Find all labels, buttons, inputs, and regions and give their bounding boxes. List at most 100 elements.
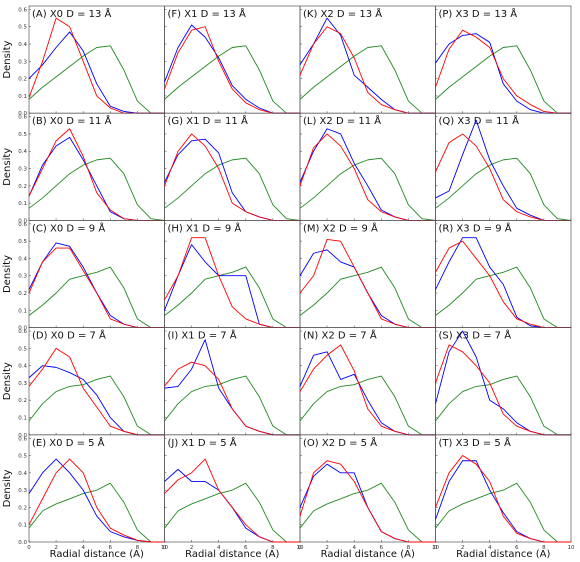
- series-line-red: [435, 133, 571, 221]
- y-tick-label: 0.5: [18, 346, 27, 352]
- series-line-blue: [28, 136, 165, 221]
- y-axis-label: Density: [2, 362, 13, 400]
- series-line-red: [164, 458, 300, 543]
- y-tick-label: 0.1: [18, 416, 27, 422]
- panel-title: (F) X1 D = 13 Å: [168, 7, 246, 20]
- x-tick-label: 2: [461, 545, 465, 551]
- y-tick-label: 0.3: [18, 488, 27, 494]
- panel-title: (T) X3 D = 5 Å: [439, 436, 511, 449]
- x-tick-label: 0: [27, 545, 31, 551]
- y-tick-label: 0.1: [18, 523, 27, 529]
- series-line-blue: [299, 249, 436, 329]
- panel: (G) X1 D = 11 Å: [164, 112, 301, 221]
- series-line-blue: [299, 128, 436, 221]
- panel-frame: [164, 327, 301, 436]
- panel: (R) X3 D = 9 Å: [435, 220, 572, 329]
- panel-title: (Q) X3 D = 11 Å: [439, 114, 520, 127]
- y-tick-label: 0.6: [18, 222, 27, 228]
- panel: (Q) X3 D = 11 Å: [435, 112, 572, 221]
- series-line-red: [28, 347, 165, 436]
- x-tick-label: 8: [136, 545, 140, 551]
- panel-frame: [299, 112, 436, 221]
- panel: 0.0 0.1 0.2 0.3 0.4 0.5 0.6 (D) X0 D = 7 Å: [18, 327, 165, 439]
- x-tick-label: 4: [488, 545, 492, 551]
- y-tick-label: 0.4: [18, 256, 27, 262]
- panel: (N) X2 D = 7 Å: [299, 327, 436, 436]
- panel-frame: [28, 112, 165, 221]
- y-tick-label: 0.0: [18, 326, 27, 332]
- panel-title: (S) X3 D = 7 Å: [439, 329, 512, 342]
- series-line-green: [299, 45, 436, 114]
- y-tick-label: 0.6: [18, 115, 27, 121]
- panel-frame: [299, 434, 436, 543]
- series-line-blue: [299, 351, 436, 436]
- panel-frame: [299, 220, 436, 328]
- x-tick-label: 0: [298, 545, 302, 551]
- panel: 0 2 4 6 8 10 (T) X3 D = 5 Å: [434, 434, 575, 551]
- series-line-red: [28, 458, 165, 543]
- panel: (S) X3 D = 7 Å: [435, 327, 572, 436]
- panel: (L) X2 D = 11 Å: [299, 112, 436, 221]
- y-tick-label: 0.3: [18, 59, 27, 65]
- panel-frame: [435, 327, 572, 436]
- series-line-blue: [299, 17, 436, 114]
- series-line-green: [164, 482, 300, 543]
- x-tick-label: 6: [244, 545, 248, 551]
- x-tick-label: 8: [271, 545, 275, 551]
- y-tick-label: 0.5: [18, 454, 27, 460]
- y-tick-label: 0.2: [18, 184, 27, 190]
- series-line-red: [28, 247, 165, 329]
- y-tick-label: 0.3: [18, 274, 27, 280]
- y-tick-label: 0.4: [18, 364, 27, 370]
- panel-frame: [299, 5, 436, 114]
- panel-frame: [28, 327, 165, 436]
- y-tick-label: 0.1: [18, 94, 27, 100]
- series-line-blue: [435, 460, 571, 543]
- x-axis-label: Radial distance (A): [185, 549, 279, 560]
- panel-title: (M) X2 D = 9 Å: [303, 221, 378, 234]
- panel-title: (R) X3 D = 9 Å: [439, 221, 512, 234]
- panels-layer: 0.0 0.1 0.2 0.3 0.4 0.5 0.6 (A) X0 D = 13 Å (F) …: [18, 5, 575, 551]
- series-line-green: [435, 266, 571, 329]
- panel-frame: [164, 434, 301, 543]
- x-tick-label: 8: [407, 545, 411, 551]
- y-tick-label: 0.0: [18, 433, 27, 439]
- panel-frame: [435, 5, 572, 114]
- panel: 0.0 0.1 0.2 0.3 0.4 0.5 0.6 0 2 4 6 8 10 (E) X0 D = 5…: [18, 434, 168, 551]
- panel-title: (D) X0 D = 7 Å: [32, 329, 106, 342]
- series-line-blue: [164, 138, 300, 221]
- panel-frame: [435, 434, 572, 543]
- series-line-red: [28, 128, 165, 221]
- panel-title: (K) X2 D = 13 Å: [303, 7, 382, 20]
- x-tick-label: 6: [380, 545, 384, 551]
- x-tick-label: 4: [217, 545, 221, 551]
- panel: (K) X2 D = 13 Å: [299, 5, 436, 114]
- y-tick-label: 0.4: [18, 471, 27, 477]
- x-tick-label: 0: [163, 545, 167, 551]
- panel-frame: [435, 112, 572, 221]
- series-line-blue: [164, 468, 300, 543]
- panel: 0 2 4 6 8 10 (O) X2 D = 5 Å: [298, 434, 439, 551]
- y-tick-label: 0.3: [18, 167, 27, 173]
- series-line-red: [164, 237, 300, 329]
- x-axis-label: Radial distance (A): [50, 549, 144, 560]
- panel-title: (A) X0 D = 13 Å: [32, 7, 112, 20]
- series-line-red: [164, 26, 300, 114]
- panel: (F) X1 D = 13 Å: [164, 5, 301, 114]
- y-tick-label: 0.2: [18, 398, 27, 404]
- series-line-blue: [28, 365, 165, 436]
- y-tick-label: 0.2: [18, 77, 27, 83]
- y-axis-label: Density: [2, 255, 13, 293]
- series-line-green: [164, 266, 300, 329]
- series-line-red: [299, 133, 436, 221]
- panel-title: (E) X0 D = 5 Å: [32, 436, 105, 449]
- series-line-red: [28, 17, 165, 114]
- y-tick-label: 0.0: [18, 540, 27, 546]
- y-axis-label: Density: [2, 41, 13, 79]
- x-tick-label: 4: [81, 545, 85, 551]
- x-tick-label: 2: [190, 545, 194, 551]
- panel: (I) X1 D = 7 Å: [164, 327, 301, 436]
- x-tick-label: 0: [434, 545, 438, 551]
- y-tick-label: 0.1: [18, 308, 27, 314]
